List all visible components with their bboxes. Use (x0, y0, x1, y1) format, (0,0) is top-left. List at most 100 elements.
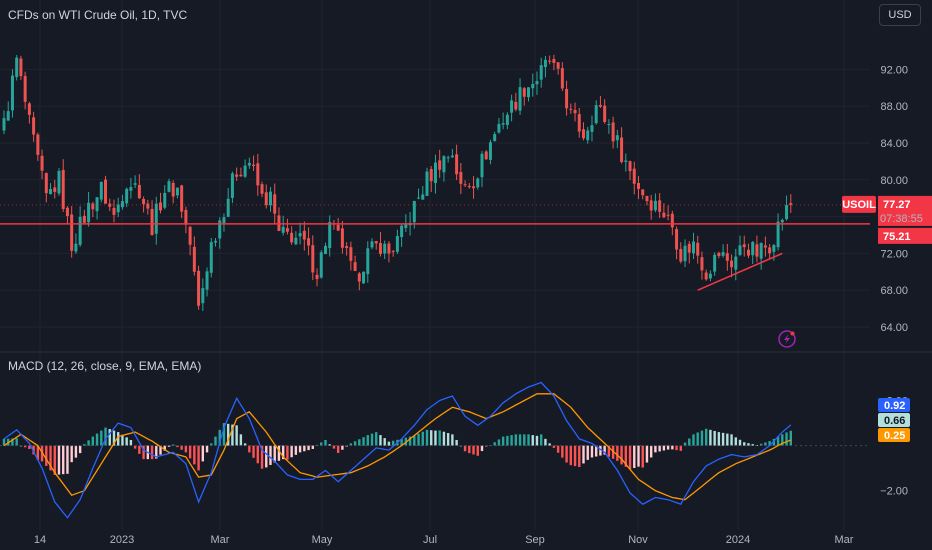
macd-histogram-bar (645, 445, 649, 463)
price-tick-label: 88.00 (880, 101, 908, 113)
macd-histogram-bar (70, 445, 73, 463)
macd-histogram-bar (561, 445, 564, 458)
price-candle (192, 236, 196, 276)
price-candle (260, 181, 264, 198)
price-candle (653, 193, 657, 213)
price-candle (620, 127, 624, 164)
price-candle (789, 194, 793, 213)
price-candle (2, 110, 6, 135)
macd-histogram-bar (15, 438, 18, 446)
price-candles (2, 54, 793, 311)
price-candle (27, 101, 31, 124)
price-candle (298, 222, 302, 245)
macd-histogram-bar (675, 445, 678, 451)
macd-histogram-bar (222, 423, 226, 446)
macd-histogram-bar (700, 430, 704, 446)
currency-button[interactable]: USD (879, 4, 921, 26)
price-candle (78, 206, 82, 247)
macd-histogram-bar (527, 434, 530, 446)
price-candle (247, 157, 251, 169)
price-candle (395, 229, 399, 254)
macd-histogram-bar (112, 430, 116, 446)
macd-histogram-bar (210, 443, 213, 446)
price-candle (104, 175, 108, 204)
price-candle (501, 112, 505, 130)
price-candle (755, 235, 759, 263)
macd-histogram-bar (692, 434, 695, 446)
price-candle (763, 236, 767, 257)
macd-histogram-bar (501, 436, 505, 446)
time-tick-label: 2024 (726, 534, 750, 546)
price-candle (184, 206, 188, 234)
macd-histogram-bar (468, 445, 471, 454)
price-candle (10, 69, 14, 118)
macd-value-badge-label: 0.92 (884, 400, 905, 412)
price-candle (387, 240, 391, 263)
price-candle (290, 226, 294, 245)
macd-indicator-label[interactable]: MACD (12, 26, close, 9, EMA, EMA) (8, 359, 202, 373)
macd-histogram-bar (366, 435, 369, 446)
price-candle (446, 155, 450, 163)
price-candle (497, 117, 501, 134)
price-candle (197, 265, 201, 310)
macd-histogram-bar (172, 444, 175, 446)
macd-histogram-bar (74, 445, 78, 458)
price-candle (328, 215, 332, 257)
macd-histogram-bar (129, 439, 133, 446)
macd-histogram-bar (438, 430, 441, 446)
price-candle (378, 232, 382, 257)
macd-histogram-bar (332, 445, 336, 449)
macd-histogram-bar (214, 436, 217, 446)
macd-histogram-bar (738, 439, 742, 446)
price-candle (425, 167, 429, 197)
macd-histogram-bar (446, 433, 450, 446)
price-candle (294, 231, 298, 246)
price-tags: USOIL 77.27 07:38:55 75.21 0.92 0.66 0.25 (842, 195, 932, 442)
macd-histogram-bar (573, 445, 577, 467)
macd-value-badge: 0.92 (878, 398, 910, 412)
macd-histogram-bar (518, 434, 522, 446)
price-candle (675, 226, 679, 260)
macd-histogram-bar (193, 445, 196, 465)
price-candle (472, 176, 476, 199)
macd-histogram-bar (256, 445, 259, 464)
price-candle (61, 159, 65, 212)
price-candle (218, 217, 222, 249)
macd-histogram-bar (417, 433, 420, 446)
price-candle (311, 235, 315, 281)
price-candle (598, 95, 602, 109)
price-candle (573, 102, 577, 122)
macd-histogram-bar (155, 445, 158, 459)
macd-histogram-bar (649, 445, 653, 458)
macd-histogram-bar (176, 445, 179, 448)
price-candle (628, 160, 632, 181)
price-candle (721, 244, 725, 258)
macd-histogram-bar (620, 445, 623, 465)
price-candle (142, 196, 146, 213)
macd-histogram-bar (315, 444, 319, 446)
axes: 64.0068.0072.0076.0080.0084.0088.0092.00… (34, 64, 908, 546)
lightning-icon[interactable] (778, 330, 796, 348)
macd-histogram-bar (603, 445, 606, 455)
price-candle (57, 168, 61, 196)
price-candle (209, 237, 213, 278)
price-candle (683, 239, 687, 268)
price-candle (565, 80, 569, 116)
macd-histogram-bar (472, 445, 475, 455)
price-candle (91, 201, 95, 218)
macd-histogram-bar (759, 443, 763, 446)
histogram-value-badge-label: 0.66 (884, 415, 905, 427)
price-candle (556, 62, 560, 75)
price-candle (171, 180, 175, 204)
macd-histogram-bar (197, 445, 200, 471)
price-candle (357, 271, 361, 291)
price-candle (95, 197, 99, 220)
macd-histogram-bar (294, 445, 298, 455)
price-candle (167, 178, 171, 193)
price-candle (746, 243, 750, 259)
price-candle (658, 193, 662, 219)
price-candle (243, 159, 247, 178)
macd-histogram-bar (117, 432, 120, 446)
price-candle (611, 116, 615, 149)
